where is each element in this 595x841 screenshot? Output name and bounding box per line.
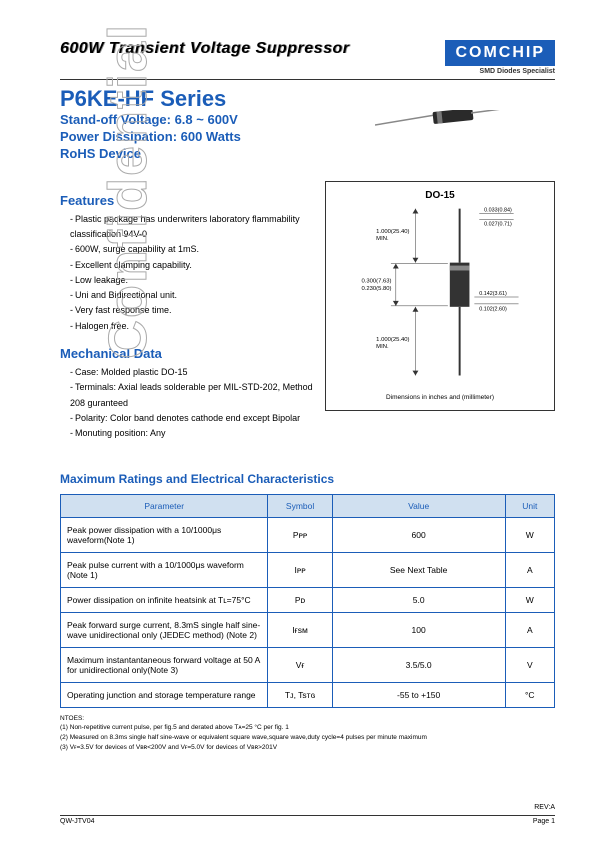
mechanical-list: Case: Molded plastic DO-15Terminals: Axi…: [60, 365, 313, 441]
dim-body-len-t: 0.300(7.63): [361, 278, 391, 284]
table-cell: -55 to +150: [332, 682, 505, 707]
dim-body-len-b: 0.230(5.80): [361, 286, 391, 292]
table-cell: Operating junction and storage temperatu…: [61, 682, 268, 707]
table-row: Peak pulse current with a 10/1000μs wave…: [61, 552, 555, 587]
notes-block: NTOES: (1) Non-repetitive current pulse,…: [60, 714, 555, 753]
note-item: (1) Non-repetitive current pulse, per fi…: [60, 723, 555, 733]
feature-item: Excellent clamping capability.: [70, 258, 313, 273]
mechanical-item: Case: Molded plastic DO-15: [70, 365, 313, 380]
table-cell: Pᴅ: [268, 587, 332, 612]
footer: QW-JTV04 Page 1: [60, 815, 555, 825]
ratings-col-header: Symbol: [268, 494, 332, 517]
diode-illustration: [375, 110, 555, 140]
table-cell: Peak power dissipation with a 10/1000μs …: [61, 517, 268, 552]
note-item: (3) Vғ=3.5V for devices of Vʙʀ<200V and …: [60, 743, 555, 753]
table-cell: Tᴊ, Tsᴛɢ: [268, 682, 332, 707]
table-row: Peak power dissipation with a 10/1000μs …: [61, 517, 555, 552]
mechanical-item: Polarity: Color band denotes cathode end…: [70, 411, 313, 426]
series-title: P6KE-HF Series: [60, 86, 555, 112]
package-diagram: DO-15 1.000(25.40) MIN. 0.033(0.84) 0.02…: [325, 181, 555, 411]
table-row: Power dissipation on infinite heatsink a…: [61, 587, 555, 612]
ratings-col-header: Value: [332, 494, 505, 517]
table-cell: Peak pulse current with a 10/1000μs wave…: [61, 552, 268, 587]
table-cell: 5.0: [332, 587, 505, 612]
feature-item: Halogen free.: [70, 319, 313, 334]
table-cell: A: [505, 612, 554, 647]
feature-item: Uni and Bidirectional unit.: [70, 288, 313, 303]
feature-item: Plastic package has underwriters laborat…: [70, 212, 313, 243]
footer-right: Page 1: [533, 818, 555, 825]
logo-subtitle: SMD Diodes Specialist: [445, 68, 555, 75]
svg-text:MIN.: MIN.: [376, 344, 389, 350]
feature-item: Very fast response time.: [70, 303, 313, 318]
table-cell: °C: [505, 682, 554, 707]
dim-lead-len: 1.000(25.40): [376, 229, 409, 235]
table-cell: Iᴘᴘ: [268, 552, 332, 587]
diagram-svg: 1.000(25.40) MIN. 0.033(0.84) 0.027(0.71…: [332, 207, 548, 387]
dim-body-dia-t: 0.142(3.61): [479, 291, 507, 297]
note-item: (2) Measured on 8.3ms single half sine-w…: [60, 733, 555, 743]
table-cell: W: [505, 587, 554, 612]
dim-body-dia-b: 0.102(2.60): [479, 306, 507, 312]
notes-heading: NTOES:: [60, 714, 555, 724]
table-cell: 100: [332, 612, 505, 647]
table-cell: 3.5/5.0: [332, 647, 505, 682]
table-row: Peak forward surge current, 8.3mS single…: [61, 612, 555, 647]
ratings-heading: Maximum Ratings and Electrical Character…: [60, 472, 555, 486]
table-cell: V: [505, 647, 554, 682]
doc-title: 600W Transient Voltage Suppressor: [60, 40, 349, 58]
svg-text:1.000(25.40): 1.000(25.40): [376, 337, 409, 343]
table-cell: Power dissipation on infinite heatsink a…: [61, 587, 268, 612]
table-cell: Vғ: [268, 647, 332, 682]
header: 600W Transient Voltage Suppressor COMCHI…: [60, 40, 555, 75]
revision: REV:A: [534, 804, 555, 811]
table-row: Operating junction and storage temperatu…: [61, 682, 555, 707]
logo-block: COMCHIP SMD Diodes Specialist: [445, 40, 555, 75]
table-cell: See Next Table: [332, 552, 505, 587]
mechanical-item: Monuting position: Any: [70, 426, 313, 441]
ratings-col-header: Unit: [505, 494, 554, 517]
table-cell: Iғsᴍ: [268, 612, 332, 647]
table-row: Maximum instantantaneous forward voltage…: [61, 647, 555, 682]
spec-line-3: RoHS Device: [60, 146, 555, 163]
feature-item: 600W, surge capability at 1mS.: [70, 242, 313, 257]
table-cell: Maximum instantantaneous forward voltage…: [61, 647, 268, 682]
features-heading: Features: [60, 193, 313, 208]
dim-lead-dia-t: 0.033(0.84): [484, 207, 512, 213]
mechanical-item: Terminals: Axial leads solderable per MI…: [70, 380, 313, 411]
logo: COMCHIP: [445, 40, 555, 66]
table-cell: Peak forward surge current, 8.3mS single…: [61, 612, 268, 647]
diagram-caption: Dimensions in inches and (millimeter): [332, 394, 548, 401]
ratings-table: ParameterSymbolValueUnit Peak power diss…: [60, 494, 555, 708]
table-cell: A: [505, 552, 554, 587]
svg-text:MIN.: MIN.: [376, 236, 389, 242]
feature-item: Low leakage.: [70, 273, 313, 288]
header-rule: [60, 79, 555, 80]
ratings-col-header: Parameter: [61, 494, 268, 517]
dim-lead-dia-b: 0.027(0.71): [484, 221, 512, 227]
table-cell: 600: [332, 517, 505, 552]
diagram-title: DO-15: [332, 190, 548, 201]
mechanical-heading: Mechanical Data: [60, 346, 313, 361]
table-cell: Pᴘᴘ: [268, 517, 332, 552]
features-list: Plastic package has underwriters laborat…: [60, 212, 313, 334]
table-cell: W: [505, 517, 554, 552]
footer-left: QW-JTV04: [60, 818, 95, 825]
